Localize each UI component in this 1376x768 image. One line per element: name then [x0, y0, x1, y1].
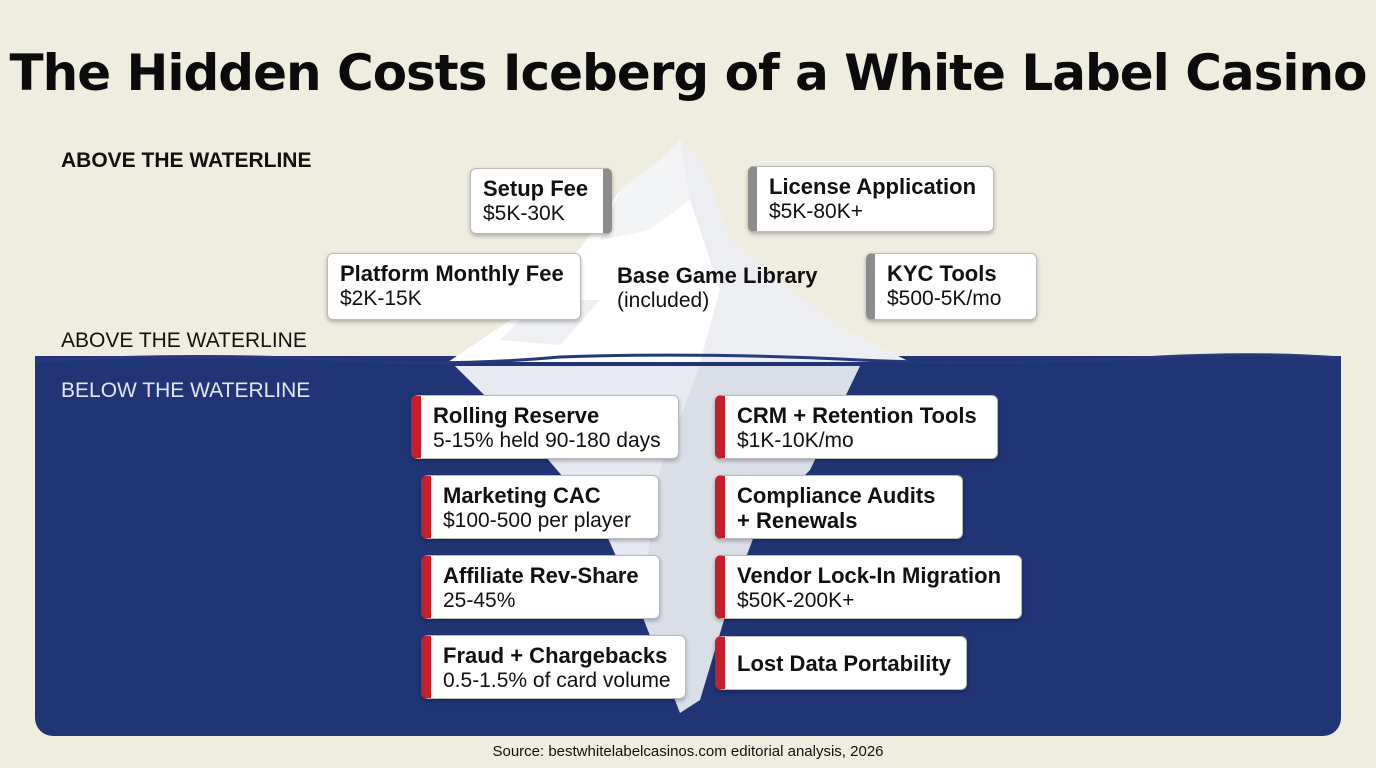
cost-card-value: $50K-200K+: [737, 589, 855, 612]
cost-card-value: 0.5-1.5% of card volume: [443, 669, 671, 692]
cost-card-value: $2K-15K: [340, 287, 422, 310]
cost-card-title: Lost Data Portability: [737, 651, 951, 676]
cost-card-title: KYC Tools: [887, 261, 997, 286]
cost-card-title: Fraud + Chargebacks: [443, 643, 668, 668]
cost-card-value: $1K-10K/mo: [737, 429, 854, 452]
cost-card-value: $100-500 per player: [443, 509, 631, 532]
cost-card-title: Platform Monthly Fee: [340, 261, 564, 286]
page-title: The Hidden Costs Iceberg of a White Labe…: [9, 44, 1368, 102]
cost-item-base-game-library: Base Game Library (included): [617, 263, 818, 313]
cost-card-marketing-cac: Marketing CAC $100-500 per player: [421, 475, 659, 539]
cost-card-title: Setup Fee: [483, 176, 589, 201]
cost-card-setup-fee: Setup Fee $5K-30K: [470, 168, 612, 234]
cost-card-value: $5K-30K: [483, 202, 565, 225]
cost-item-title: Base Game Library: [617, 263, 818, 288]
source-note: Source: bestwhitelabelcasinos.com editor…: [492, 743, 884, 760]
cost-card-affiliate-rev-share: Affiliate Rev-Share 25-45%: [421, 555, 660, 619]
below-waterline-label: BELOW THE WATERLINE: [61, 379, 311, 402]
cost-card-value: $5K-80K+: [769, 200, 863, 223]
cost-card-crm-retention-tools: CRM + Retention Tools $1K-10K/mo: [715, 395, 998, 459]
cost-card-title: Compliance Audits: [737, 483, 936, 508]
cost-card-vendor-lock-in-migration: Vendor Lock-In Migration $50K-200K+: [715, 555, 1022, 619]
cost-card-lost-data-portability: Lost Data Portability: [715, 636, 967, 690]
cost-card-rolling-reserve: Rolling Reserve 5-15% held 90-180 days: [411, 395, 679, 459]
cost-card-title: Affiliate Rev-Share: [443, 563, 639, 588]
cost-card-platform-monthly-fee: Platform Monthly Fee $2K-15K: [327, 253, 581, 320]
cost-card-title: Rolling Reserve: [433, 403, 600, 428]
cost-card-value: 25-45%: [443, 589, 516, 612]
cost-card-value: 5-15% held 90-180 days: [433, 429, 661, 452]
cost-card-license-application: License Application $5K-80K+: [748, 166, 994, 232]
cost-card-title: CRM + Retention Tools: [737, 403, 977, 428]
cost-card-title-line2: + Renewals: [737, 508, 858, 533]
cost-card-title: Marketing CAC: [443, 483, 601, 508]
cost-card-compliance-audits: Compliance Audits + Renewals: [715, 475, 963, 539]
cost-card-title: License Application: [769, 174, 977, 199]
cost-item-value: (included): [617, 289, 710, 312]
cost-card-title: Vendor Lock-In Migration: [737, 563, 1002, 588]
cost-card-kyc-tools: KYC Tools $500-5K/mo: [866, 253, 1037, 320]
cost-card-value: $500-5K/mo: [887, 287, 1002, 310]
above-waterline-heading: ABOVE THE WATERLINE: [61, 149, 312, 172]
above-waterline-label: ABOVE THE WATERLINE: [61, 329, 307, 352]
cost-card-fraud-chargebacks: Fraud + Chargebacks 0.5-1.5% of card vol…: [421, 635, 686, 699]
